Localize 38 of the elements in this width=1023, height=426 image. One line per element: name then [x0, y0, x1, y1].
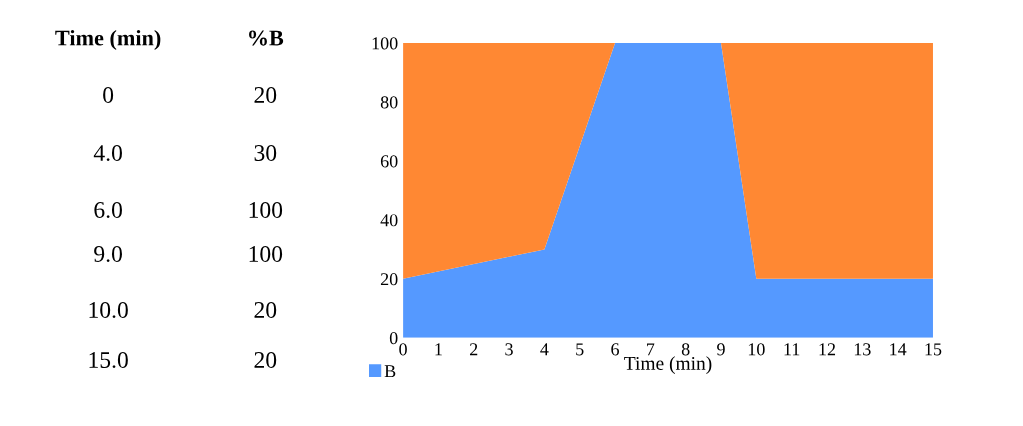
- text: 30: [254, 144, 277, 161]
- text: %B: [249, 30, 284, 46]
- text: 100: [249, 245, 283, 262]
- y-tick-label: 40: [380, 214, 398, 227]
- x-tick-label: 3: [505, 343, 513, 356]
- text: 20: [254, 301, 277, 318]
- x-tick-label: 5: [576, 343, 584, 356]
- x-tick-label: 8: [681, 343, 690, 356]
- text: 4.0: [93, 144, 122, 162]
- x-tick-label: 0: [399, 343, 407, 356]
- y-tick-label: 60: [380, 155, 398, 168]
- y-tick-label: 0: [389, 332, 398, 345]
- x-tick-label: 2: [470, 343, 478, 356]
- text: 0: [103, 86, 114, 103]
- x-tick-label: 1: [435, 343, 442, 356]
- x-tick-label: 4: [540, 343, 549, 356]
- text: 6.0: [94, 201, 122, 219]
- x-tick-label: 12: [819, 343, 836, 356]
- text: 10.0: [89, 301, 128, 319]
- x-tick-label: 6: [611, 343, 619, 356]
- y-tick-label: 100: [372, 37, 398, 50]
- y-tick-label: 20: [380, 273, 398, 286]
- text: Time (min): [55, 29, 161, 51]
- x-tick-label: 14: [890, 343, 907, 356]
- text: 20: [254, 351, 277, 368]
- legend-label: B: [384, 365, 396, 378]
- y-tick-label: 80: [380, 96, 398, 109]
- x-tick-label: 10: [748, 343, 765, 356]
- x-tick-label: 15: [925, 343, 942, 356]
- text: 9.0: [94, 245, 122, 263]
- x-tick-label: 11: [784, 343, 800, 356]
- text: 20: [254, 86, 277, 103]
- x-tick-label: 13: [854, 343, 871, 356]
- x-tick-label: 7: [647, 343, 655, 356]
- x-tick-label: 9: [717, 343, 725, 356]
- text: 100: [249, 201, 283, 218]
- x-axis-title: Time (min): [624, 356, 712, 374]
- text: 15.0: [89, 351, 128, 369]
